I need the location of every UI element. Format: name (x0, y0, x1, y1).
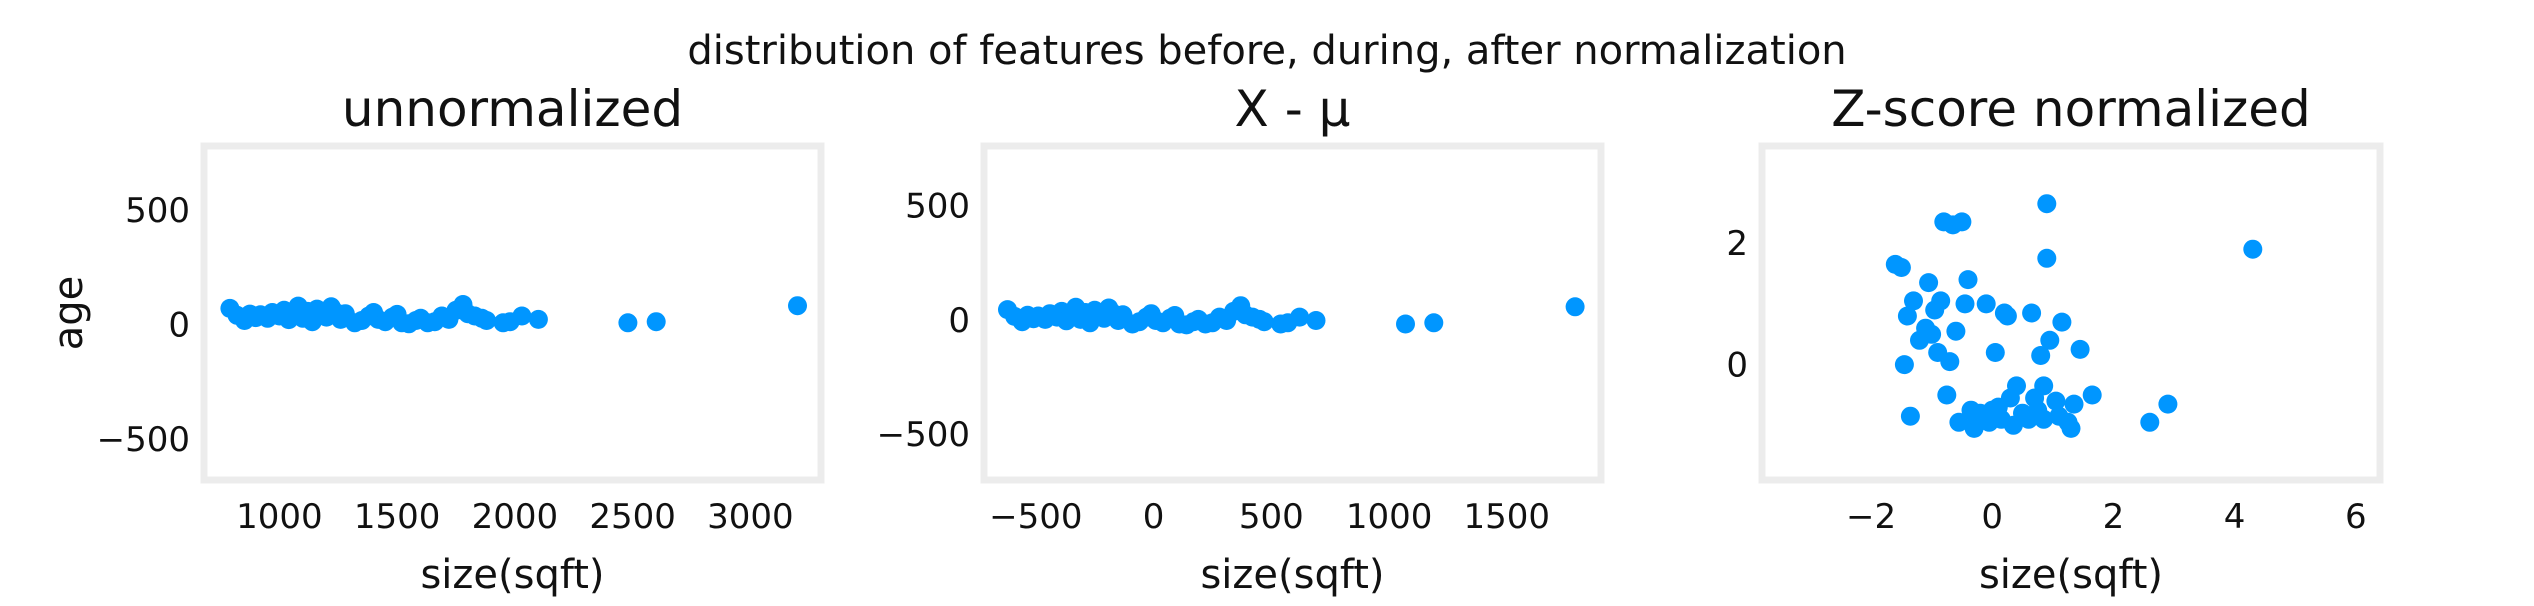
data-point (2007, 376, 2026, 396)
x-tick-label: 1000 (1346, 497, 1433, 537)
y-tick-label: 0 (168, 305, 190, 345)
plot-panel-unnormalized: unnormalized 1000 1500 2000 2500 3000 −500 0 500… (46, 80, 825, 598)
x-tick-label: 0 (1143, 497, 1165, 537)
data-point (2052, 312, 2072, 332)
data-point (1904, 291, 1923, 311)
data-point (646, 312, 666, 332)
data-point (2037, 248, 2057, 268)
plot-title: unnormalized (342, 80, 683, 138)
plot-frame (1758, 142, 2384, 484)
x-axis-label: size(sqft) (1979, 552, 2163, 598)
x-tick-label: 1000 (236, 497, 323, 537)
data-point (1946, 321, 1966, 341)
data-point (1306, 311, 1326, 330)
data-point (1891, 258, 1911, 277)
plot-panel-zscore-normalized: Z-score normalized −2 0 2 4 6 0 2 size(sqft) (1726, 80, 2384, 598)
data-point (1922, 324, 1942, 344)
x-tick-label: 1500 (354, 497, 441, 537)
plot-title: X - μ (1235, 80, 1351, 138)
data-point (512, 306, 532, 326)
y-tick-label: 0 (948, 301, 970, 341)
data-point (1290, 307, 1310, 327)
data-point (2037, 194, 2057, 214)
data-point (1985, 343, 2005, 362)
x-tick-label: 1500 (1464, 497, 1551, 537)
y-tick-label: −500 (97, 420, 190, 460)
data-point (528, 309, 548, 329)
x-tick-label: −500 (989, 497, 1082, 537)
x-tick-label: 6 (2345, 497, 2367, 537)
y-tick-label: 500 (125, 191, 190, 231)
data-point (1254, 312, 1274, 332)
data-point (1940, 352, 1960, 372)
data-point (1931, 291, 1951, 311)
plot-frame (200, 142, 825, 484)
data-point (2158, 394, 2178, 414)
data-point (1976, 294, 1996, 314)
data-point (1952, 212, 1972, 232)
data-point (618, 313, 638, 333)
data-point (2040, 330, 2060, 350)
x-axis-label: size(sqft) (1200, 552, 1384, 598)
plot-panel-x-minus-mu: X - μ −500 0 500 1000 1500 −500 0 500 size(sqft) (877, 80, 1605, 598)
data-point (1949, 412, 1969, 432)
data-point (1958, 270, 1978, 290)
y-tick-label: 500 (905, 187, 970, 227)
data-point (788, 296, 807, 316)
plot-frame (980, 142, 1605, 484)
data-point (1897, 306, 1917, 326)
data-point (2046, 391, 2066, 411)
data-point (2243, 239, 2263, 259)
data-point (1955, 294, 1975, 314)
data-point (2031, 346, 2051, 365)
x-tick-label: 4 (2224, 497, 2246, 537)
x-tick-label: 500 (1239, 497, 1304, 537)
data-point (1894, 355, 1914, 375)
data-point (1919, 273, 1939, 293)
data-point (2061, 418, 2081, 438)
figure-suptitle: distribution of features before, during,… (687, 28, 1846, 74)
data-point (1424, 313, 1444, 333)
plot-title: Z-score normalized (1831, 80, 2311, 138)
data-point (2070, 339, 2090, 359)
y-tick-label: 2 (1726, 224, 1748, 264)
data-point (1937, 385, 1957, 405)
data-point (1997, 306, 2017, 326)
data-point (1396, 314, 1415, 334)
y-tick-label: 0 (1726, 346, 1748, 386)
data-point (2064, 394, 2084, 414)
x-axis-label: size(sqft) (420, 552, 604, 598)
x-tick-label: 3000 (707, 497, 794, 537)
data-point (1565, 297, 1585, 317)
y-axis-label: age (46, 276, 92, 351)
data-point (1900, 406, 1920, 426)
x-tick-label: −2 (1846, 497, 1896, 537)
data-point (2034, 376, 2054, 396)
data-point (2082, 385, 2102, 405)
data-point (2034, 409, 2054, 429)
x-tick-label: 0 (1981, 497, 2003, 537)
x-tick-label: 2 (2103, 497, 2125, 537)
data-point (2022, 303, 2042, 323)
x-tick-label: 2500 (589, 497, 676, 537)
data-point (477, 311, 497, 330)
data-point (2140, 412, 2160, 432)
y-tick-label: −500 (877, 415, 970, 455)
x-tick-label: 2000 (472, 497, 559, 537)
